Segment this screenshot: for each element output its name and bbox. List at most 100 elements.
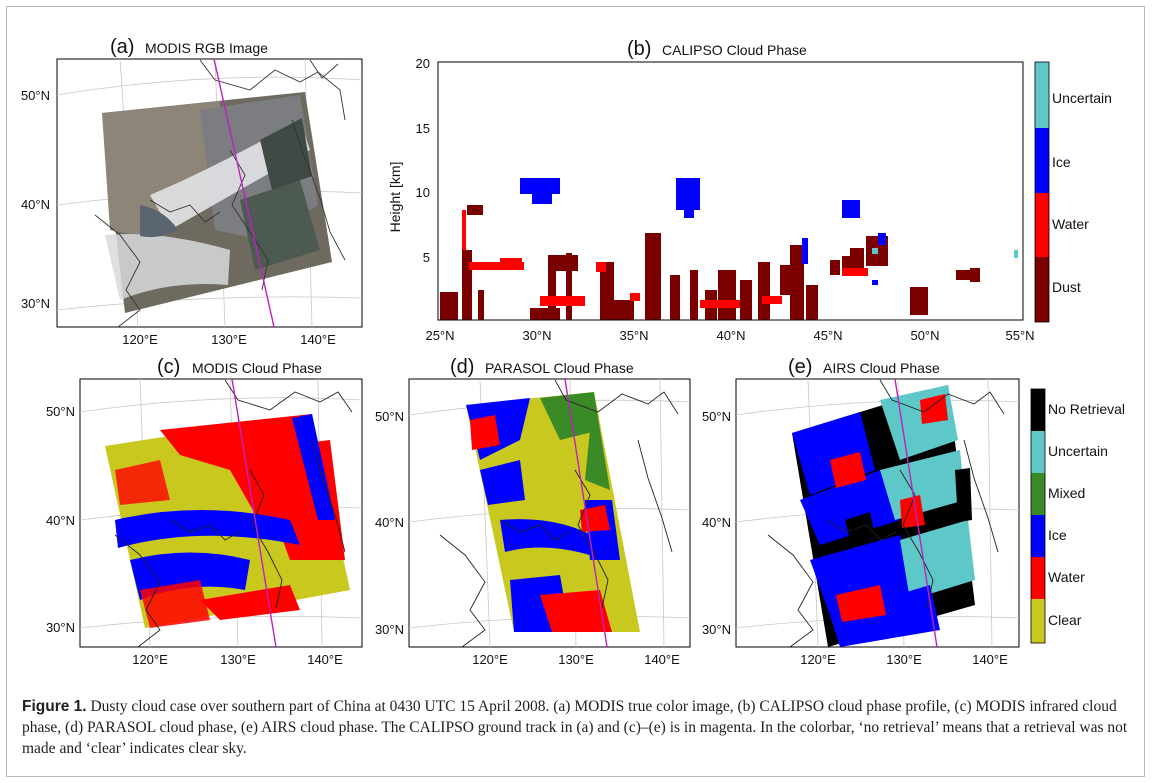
- panel-b: (b) CALIPSO Cloud Phase Height [km]: [387, 38, 1112, 343]
- panel-e-lon-ticks: 120°E 130°E 140°E: [800, 652, 1008, 667]
- lon-tick-label: 120°E: [800, 652, 836, 667]
- panel-c-coastlines: [114, 379, 353, 647]
- lat-tick-label: 30°N: [375, 622, 404, 637]
- colorbar-label: No Retrieval: [1048, 401, 1125, 417]
- panel-b-title: CALIPSO Cloud Phase: [662, 42, 807, 58]
- lat-tick-label: 50°N: [21, 88, 50, 103]
- colorbar-top: Uncertain Ice Water Dust: [1034, 61, 1112, 323]
- figure-frame: [6, 6, 1145, 777]
- panel-c: (c) MODIS Cloud Phase: [46, 356, 363, 667]
- lat-tick-label: 30°N: [46, 620, 75, 635]
- panel-c-letter: (c): [157, 356, 180, 378]
- colorbar-swatch-ice: [1031, 515, 1045, 557]
- panel-b-ylabel: Height [km]: [387, 162, 403, 233]
- lat-tick-label: 40°N: [702, 515, 731, 530]
- panel-e-coastlines: [767, 379, 1005, 647]
- panel-d-coastlines: [439, 379, 679, 647]
- colorbar-swatch-water: [1035, 193, 1049, 257]
- y-tick-label: 5: [423, 250, 430, 265]
- panel-a-satellite-image: [102, 92, 332, 313]
- colorbar-label: Uncertain: [1052, 90, 1112, 106]
- figure-caption: Figure 1. Dusty cloud case over southern…: [22, 696, 1132, 759]
- colorbar-swatch-uncertain: [1031, 431, 1045, 473]
- panel-d-lon-ticks: 120°E 130°E 140°E: [472, 652, 680, 667]
- lat-tick-label: 50°N: [46, 404, 75, 419]
- panel-e: (e) AIRS Cloud Phase: [702, 356, 1020, 667]
- lon-tick-label: 130°E: [211, 332, 247, 347]
- x-tick-label: 50°N: [910, 328, 939, 343]
- colorbar-label: Water: [1048, 569, 1085, 585]
- y-tick-label: 15: [416, 121, 430, 136]
- lat-tick-label: 40°N: [375, 515, 404, 530]
- caption-label: Figure 1.: [22, 698, 87, 715]
- colorbar-swatch-dust: [1035, 257, 1049, 322]
- y-tick-label: 20: [416, 56, 430, 71]
- colorbar-swatch-ice: [1035, 128, 1049, 193]
- lat-tick-label: 40°N: [46, 513, 75, 528]
- panel-a: (a) MODIS RGB Image: [21, 36, 363, 347]
- colorbar-swatch-mixed: [1031, 473, 1045, 515]
- colorbar-label: Uncertain: [1048, 443, 1108, 459]
- x-tick-label: 45°N: [813, 328, 842, 343]
- colorbar-label: Dust: [1052, 279, 1081, 295]
- lon-tick-label: 130°E: [886, 652, 922, 667]
- x-tick-label: 40°N: [716, 328, 745, 343]
- lat-tick-label: 50°N: [375, 409, 404, 424]
- lon-tick-label: 140°E: [972, 652, 1008, 667]
- panel-c-lat-ticks: 50°N 40°N 30°N: [46, 404, 75, 635]
- panel-b-letter: (b): [627, 38, 651, 60]
- panel-c-title: MODIS Cloud Phase: [192, 360, 322, 376]
- panel-b-ice-layer: [520, 178, 886, 285]
- lat-tick-label: 30°N: [21, 296, 50, 311]
- lon-tick-label: 140°E: [644, 652, 680, 667]
- colorbar-label: Water: [1052, 216, 1089, 232]
- colorbar-swatch-water: [1031, 557, 1045, 599]
- panel-a-lat-ticks: 50°N 40°N 30°N: [21, 88, 50, 311]
- colorbar-bottom: No Retrieval Uncertain Mixed Ice Water C…: [1030, 388, 1125, 644]
- panel-b-plot-area: [440, 178, 1018, 320]
- panel-a-coastlines: [94, 59, 346, 327]
- panel-e-lat-ticks: 50°N 40°N 30°N: [702, 409, 731, 637]
- panel-d-letter: (d): [450, 356, 474, 378]
- lon-tick-label: 140°E: [300, 332, 336, 347]
- lon-tick-label: 120°E: [132, 652, 168, 667]
- lon-tick-label: 130°E: [558, 652, 594, 667]
- figure-graphic: (a) MODIS RGB Image: [21, 36, 1125, 667]
- x-tick-label: 25°N: [425, 328, 454, 343]
- panel-c-lon-ticks: 120°E 130°E 140°E: [132, 652, 343, 667]
- panel-d-calipso-track: [564, 379, 608, 647]
- lon-tick-label: 120°E: [472, 652, 508, 667]
- colorbar-swatch-uncertain: [1035, 62, 1049, 128]
- panel-b-axes-frame: [437, 61, 1024, 321]
- panel-a-calipso-track: [213, 59, 275, 327]
- colorbar-label: Clear: [1048, 612, 1082, 628]
- colorbar-label: Ice: [1052, 154, 1071, 170]
- panel-d: (d) PARASOL Cloud Phase: [375, 356, 691, 667]
- colorbar-label: Mixed: [1048, 485, 1085, 501]
- panel-b-x-ticks: 25°N 30°N 35°N 40°N 45°N 50°N 55°N: [425, 328, 1034, 343]
- lon-tick-label: 140°E: [307, 652, 343, 667]
- lat-tick-label: 40°N: [21, 197, 50, 212]
- y-tick-label: 10: [416, 185, 430, 200]
- panel-e-phase-swath: [792, 385, 975, 647]
- panel-d-title: PARASOL Cloud Phase: [485, 360, 634, 376]
- lat-tick-label: 50°N: [702, 409, 731, 424]
- panel-e-calipso-track: [894, 379, 938, 647]
- panel-a-title: MODIS RGB Image: [145, 40, 268, 56]
- panel-b-uncertain-layer: [872, 248, 1018, 258]
- panel-c-phase-swath: [105, 414, 350, 628]
- colorbar-swatch-clear: [1031, 599, 1045, 643]
- panel-e-letter: (e): [788, 356, 812, 378]
- panel-b-water-layer: [462, 210, 868, 308]
- lon-tick-label: 120°E: [122, 332, 158, 347]
- x-tick-label: 35°N: [619, 328, 648, 343]
- panel-e-title: AIRS Cloud Phase: [823, 360, 940, 376]
- panel-d-lat-ticks: 50°N 40°N 30°N: [375, 409, 404, 637]
- lat-tick-label: 30°N: [702, 622, 731, 637]
- panel-a-letter: (a): [110, 36, 134, 58]
- caption-text: Dusty cloud case over southern part of C…: [22, 698, 1128, 757]
- panel-b-y-ticks: 5 10 15 20: [416, 56, 430, 265]
- x-tick-label: 55°N: [1005, 328, 1034, 343]
- panel-c-calipso-track: [231, 379, 277, 647]
- colorbar-label: Ice: [1048, 527, 1067, 543]
